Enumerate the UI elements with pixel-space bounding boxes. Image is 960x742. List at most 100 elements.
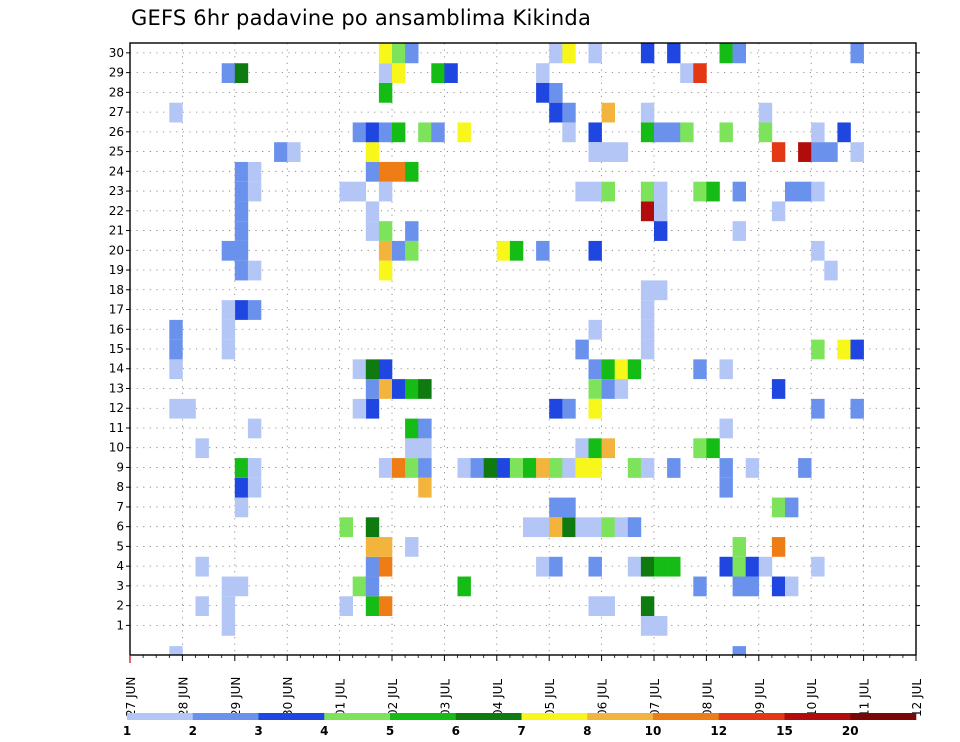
heatmap-cell bbox=[693, 359, 707, 380]
heatmap-cell bbox=[523, 517, 537, 538]
heatmap-cell bbox=[771, 576, 786, 597]
heatmap-cell bbox=[654, 122, 668, 143]
heatmap-cell bbox=[536, 63, 550, 83]
heatmap-cell bbox=[771, 142, 786, 162]
x-tick-label-group: 03 JUL bbox=[438, 679, 452, 717]
legend-label: 12 bbox=[710, 724, 727, 738]
heatmap-cell bbox=[352, 122, 367, 143]
heatmap-cell bbox=[627, 458, 642, 478]
y-tick-label: 2 bbox=[116, 599, 124, 613]
heatmap-cell bbox=[365, 142, 380, 162]
heatmap-cell bbox=[588, 142, 602, 162]
heatmap-cell bbox=[588, 359, 602, 380]
heatmap-cell bbox=[811, 556, 825, 577]
y-tick-label: 1 bbox=[116, 618, 124, 632]
heatmap-cell bbox=[182, 398, 196, 419]
heatmap-cell bbox=[431, 63, 445, 83]
x-tick-label-group: 05 JUL bbox=[543, 679, 557, 717]
y-tick-label: 13 bbox=[109, 381, 124, 395]
heatmap-cell bbox=[221, 300, 236, 320]
heatmap-cells bbox=[169, 43, 864, 655]
x-tick-label-group: 04 JUL bbox=[491, 679, 505, 717]
heatmap-cell bbox=[654, 181, 668, 202]
heatmap-cell bbox=[811, 240, 825, 261]
heatmap-cell bbox=[588, 43, 602, 64]
x-tick-label-group: 06 JUL bbox=[596, 679, 610, 717]
plot-frame bbox=[129, 42, 917, 656]
x-tick-label-group: 28 JUN bbox=[176, 677, 190, 717]
heatmap-cell bbox=[392, 122, 406, 143]
heatmap-cell bbox=[614, 379, 629, 399]
heatmap-cell bbox=[640, 201, 655, 222]
heatmap-cell bbox=[234, 63, 249, 83]
heatmap-cell bbox=[640, 339, 655, 360]
heatmap-cell bbox=[352, 359, 367, 380]
heatmap-cell bbox=[798, 181, 812, 202]
heatmap-cell bbox=[745, 576, 760, 597]
heatmap-cell bbox=[732, 221, 746, 241]
heatmap-cell bbox=[601, 142, 615, 162]
heatmap-cell bbox=[378, 359, 393, 380]
heatmap-cell bbox=[549, 398, 563, 419]
heatmap-cell bbox=[169, 359, 183, 380]
heatmap-cell bbox=[365, 398, 380, 419]
x-tick-label: 06 JUL bbox=[596, 679, 610, 717]
legend-label: 3 bbox=[254, 724, 262, 738]
heatmap-cell bbox=[667, 122, 681, 143]
heatmap-cell bbox=[719, 418, 733, 439]
heatmap-cell bbox=[601, 379, 615, 399]
heatmap-cell bbox=[457, 458, 471, 478]
heatmap-cell bbox=[811, 142, 825, 162]
heatmap-cell bbox=[640, 300, 655, 320]
heatmap-cell bbox=[247, 300, 262, 320]
heatmap-cell bbox=[444, 63, 458, 83]
heatmap-cell bbox=[536, 458, 550, 478]
heatmap-cell bbox=[378, 181, 393, 202]
heatmap-cell bbox=[509, 458, 524, 478]
heatmap-cell bbox=[588, 240, 602, 261]
heatmap-cell bbox=[745, 458, 760, 478]
heatmap-cell bbox=[169, 398, 183, 419]
legend-swatch bbox=[653, 713, 720, 720]
heatmap-cell bbox=[365, 359, 380, 380]
heatmap-cell bbox=[562, 497, 576, 518]
x-tick-label: 07 JUL bbox=[648, 679, 662, 717]
y-tick-label: 27 bbox=[109, 105, 124, 119]
x-tick-label: 01 JUL bbox=[334, 679, 348, 717]
heatmap-cell bbox=[575, 458, 589, 478]
x-tick-label: 11 JUL bbox=[858, 679, 872, 717]
plot-border bbox=[129, 42, 917, 656]
heatmap-cell bbox=[850, 339, 864, 360]
y-tick-label: 6 bbox=[116, 520, 124, 534]
heatmap-cell bbox=[850, 398, 864, 419]
heatmap-cell bbox=[562, 458, 576, 478]
heatmap-cell bbox=[195, 556, 209, 577]
heatmap-cell bbox=[234, 201, 249, 222]
heatmap-cell bbox=[234, 300, 249, 320]
heatmap-cell bbox=[221, 596, 236, 617]
y-tick-label: 4 bbox=[116, 559, 124, 573]
heatmap-cell bbox=[706, 438, 720, 459]
heatmap-cell bbox=[719, 458, 733, 478]
heatmap-cell bbox=[405, 418, 419, 439]
legend-label: 6 bbox=[452, 724, 460, 738]
heatmap-cell bbox=[352, 181, 367, 202]
heatmap-cell bbox=[470, 458, 484, 478]
heatmap-cell bbox=[378, 221, 393, 241]
heatmap-cell bbox=[785, 497, 799, 518]
heatmap-cell bbox=[418, 379, 432, 399]
heatmap-cell bbox=[640, 122, 655, 143]
x-tick-label-group: 07 JUL bbox=[648, 679, 662, 717]
legend-swatch bbox=[784, 713, 851, 720]
heatmap-cell bbox=[496, 458, 511, 478]
color-legend: 1 2 3 4 5 6 7 8 10 12 15 20 bbox=[123, 713, 917, 738]
legend-label: 20 bbox=[842, 724, 859, 738]
heatmap-cell bbox=[850, 43, 864, 64]
y-tick-label: 3 bbox=[116, 579, 124, 593]
heatmap-cell bbox=[247, 418, 262, 439]
heatmap-cell bbox=[418, 418, 432, 439]
x-tick-label-group: 30 JUN bbox=[281, 677, 295, 717]
x-tick-label-group: 09 JUL bbox=[753, 679, 767, 717]
heatmap-cell bbox=[654, 201, 668, 222]
x-tick-label: 10 JUL bbox=[805, 679, 819, 717]
